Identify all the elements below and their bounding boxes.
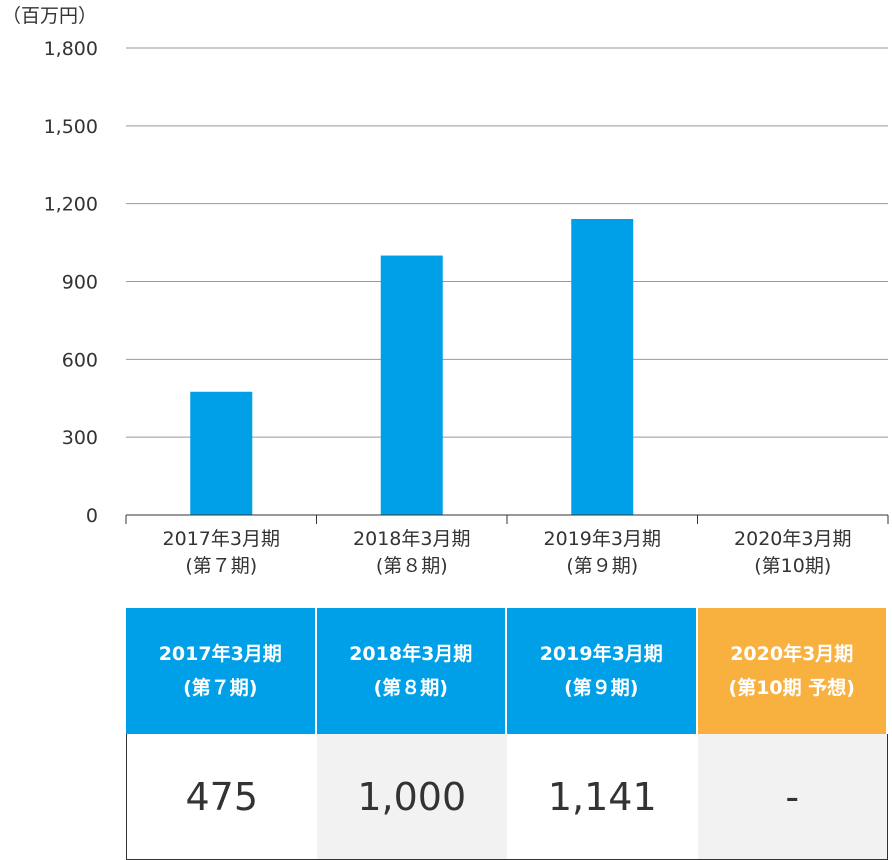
table-value-cell: 1,000 <box>316 734 507 860</box>
x-category-label: 2017年3月期 <box>163 528 280 550</box>
bar <box>190 391 253 515</box>
gridlines <box>126 47 888 438</box>
x-category-labels: 2017年3月期 (第７期) 2018年3月期 (第８期) 2019年3月期 (第９期) 2… <box>163 528 852 577</box>
table-value-cell: - <box>697 734 888 860</box>
bar <box>380 255 443 516</box>
bars <box>190 218 634 516</box>
data-table: 2017年3月期 (第７期) 2018年3月期 (第８期) 2019年3月期 (第９期… <box>126 608 888 860</box>
table-header-cell: 2018年3月期 (第８期) <box>316 608 507 734</box>
x-category-sublabel: (第８期) <box>376 555 448 577</box>
y-tick-label: 1,500 <box>44 116 98 138</box>
x-category-label: 2019年3月期 <box>544 528 661 550</box>
x-category-label: 2020年3月期 <box>734 528 851 550</box>
table-value-cell: 1,141 <box>547 775 657 819</box>
x-category-label: 2018年3月期 <box>353 528 470 550</box>
x-category-sublabel: (第９期) <box>566 555 638 577</box>
x-category-sublabel: (第７期) <box>185 555 257 577</box>
table-header-cell: 2019年3月期 (第９期) <box>507 608 698 734</box>
table-value-cell: 475 <box>126 734 317 860</box>
y-tick-label: 900 <box>62 272 98 294</box>
x-category-sublabel: (第10期) <box>754 555 831 577</box>
y-tick-label: 0 <box>86 505 98 527</box>
x-axis <box>125 514 889 524</box>
unit-label: （百万円） <box>2 5 97 27</box>
bar-chart: （百万円） 0 300 600 900 1,200 1,500 1,800 2017年3月期… <box>2 5 889 577</box>
table-header-cell: 2017年3月期 (第７期) <box>126 608 317 734</box>
y-tick-label: 1,800 <box>44 38 98 60</box>
y-tick-label: 300 <box>62 427 98 449</box>
y-tick-labels: 0 300 600 900 1,200 1,500 1,800 <box>44 38 98 527</box>
table-header-cell: 2020年3月期 (第10期 予想) <box>697 608 888 734</box>
y-tick-label: 600 <box>62 349 98 371</box>
bar <box>571 218 634 516</box>
y-tick-label: 1,200 <box>44 194 98 216</box>
